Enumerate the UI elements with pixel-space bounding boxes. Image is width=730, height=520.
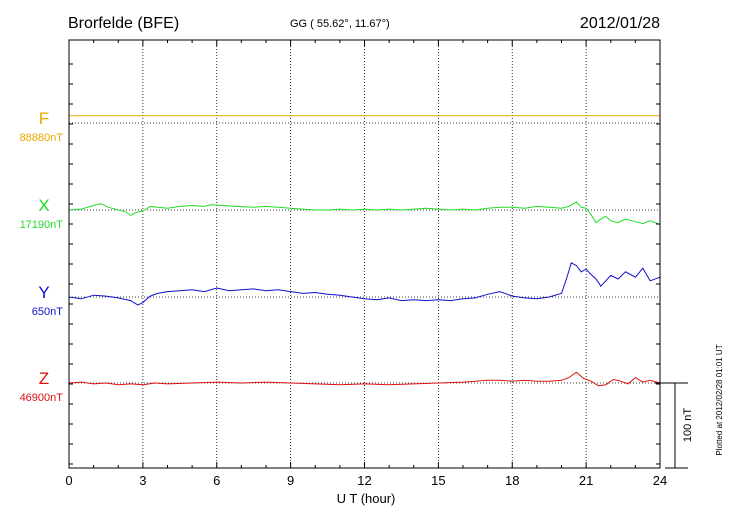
series-name-y: Y [38,283,49,302]
x-tick-label: 12 [357,473,371,488]
x-tick-label: 6 [213,473,220,488]
plotted-at-label: Plotted at 2012/02/28 01:01 UT [715,344,724,455]
series-baseline-x: 17190nT [20,219,64,231]
series-baseline-f: 88880nT [20,132,64,144]
x-tick-label: 9 [287,473,294,488]
series-line-y [68,262,661,306]
x-tick-label: 24 [653,473,667,488]
station-title: Brorfelde (BFE) [68,15,179,32]
series-line-x [68,201,661,225]
date-label: 2012/01/28 [580,15,660,32]
x-axis-title: U T (hour) [337,491,396,506]
x-tick-label: 21 [579,473,593,488]
x-tick-label: 3 [139,473,146,488]
series-name-f: F [39,109,49,128]
x-tick-label: 18 [505,473,519,488]
series-baseline-y: 650nT [32,306,63,318]
series-name-z: Z [39,369,49,388]
series-baseline-z: 46900nT [20,392,64,404]
x-tick-label: 15 [431,473,445,488]
series-name-x: X [38,196,49,215]
series-line-z [68,371,661,387]
scale-bar-label: 100 nT [682,408,694,443]
x-tick-label: 0 [65,473,72,488]
coordinates-label: GG ( 55.62°, 11.67°) [290,18,390,30]
